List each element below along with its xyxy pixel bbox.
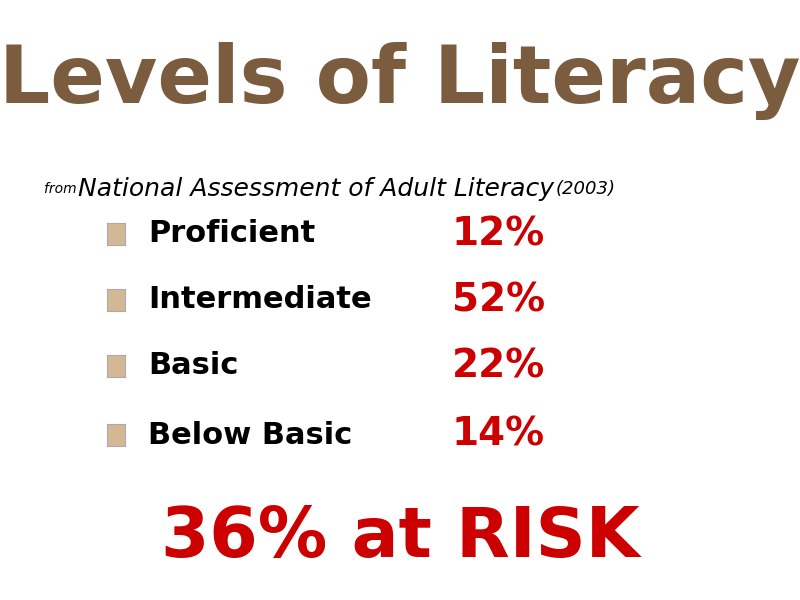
Text: from: from bbox=[44, 182, 81, 196]
Text: 12%: 12% bbox=[452, 215, 546, 253]
Text: (2003): (2003) bbox=[556, 180, 616, 198]
Text: Intermediate: Intermediate bbox=[148, 286, 372, 314]
Text: Basic: Basic bbox=[148, 352, 238, 380]
Text: Below Basic: Below Basic bbox=[148, 421, 352, 449]
Text: Proficient: Proficient bbox=[148, 220, 315, 248]
Text: 14%: 14% bbox=[452, 416, 545, 454]
Text: National Assessment of Adult Literacy: National Assessment of Adult Literacy bbox=[78, 177, 562, 201]
Text: 22%: 22% bbox=[452, 347, 546, 385]
Text: 36% at RISK: 36% at RISK bbox=[161, 503, 639, 571]
Text: Levels of Literacy: Levels of Literacy bbox=[0, 42, 800, 120]
Text: 52%: 52% bbox=[452, 281, 545, 319]
